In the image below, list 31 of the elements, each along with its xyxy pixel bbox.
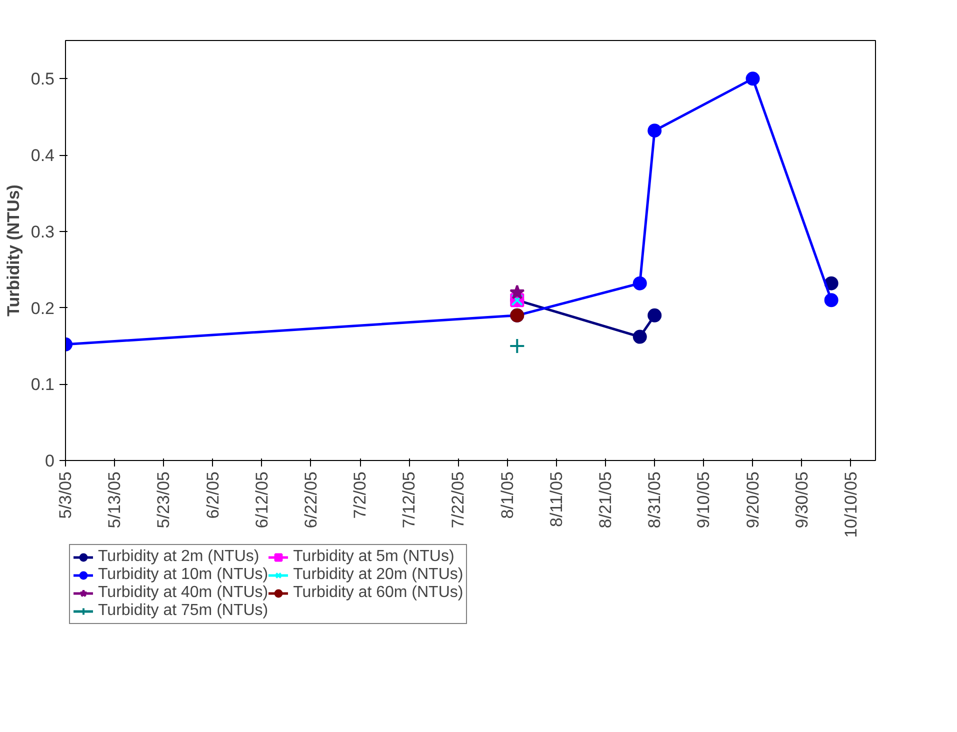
x-tick-label: 6/12/05 bbox=[252, 471, 272, 528]
y-tick-label: 0.4 bbox=[30, 146, 55, 166]
legend-label: Turbidity at 2m (NTUs) bbox=[98, 548, 260, 566]
legend-label: Turbidity at 10m (NTUs) bbox=[98, 566, 268, 584]
x-tick-label: 9/20/05 bbox=[743, 471, 762, 528]
x-tick-label: 7/22/05 bbox=[448, 471, 468, 528]
x-tick-label: 8/1/05 bbox=[498, 472, 517, 519]
x-tick-label: 9/30/05 bbox=[792, 471, 812, 528]
y-tick-label: 0.2 bbox=[30, 298, 55, 318]
y-axis-title: Turbidity (NTUs) bbox=[4, 184, 23, 316]
x-tick-label: 5/13/05 bbox=[105, 471, 124, 528]
x-tick-label: 5/3/05 bbox=[56, 472, 75, 519]
legend-label: Turbidity at 5m (NTUs) bbox=[293, 548, 454, 566]
legend-label: Turbidity at 40m (NTUs) bbox=[98, 584, 268, 602]
y-tick-label: 0.3 bbox=[30, 222, 55, 242]
y-tick-label: 0.1 bbox=[30, 375, 55, 394]
y-tick-label: 0.5 bbox=[30, 70, 55, 89]
x-tick-label: 5/23/05 bbox=[154, 471, 174, 528]
x-tick-label: 10/10/05 bbox=[841, 471, 860, 538]
y-tick-label: 0 bbox=[45, 452, 55, 470]
x-tick-label: 8/21/05 bbox=[596, 471, 615, 528]
x-tick-label: 7/12/05 bbox=[400, 471, 419, 528]
x-tick-label: 8/31/05 bbox=[645, 471, 664, 528]
legend-label: Turbidity at 20m (NTUs) bbox=[293, 566, 464, 584]
x-tick-label: 6/2/05 bbox=[203, 472, 222, 519]
x-tick-label: 8/11/05 bbox=[546, 471, 566, 527]
legend-label: Turbidity at 60m (NTUs) bbox=[293, 584, 464, 602]
x-tick-label: 7/2/05 bbox=[350, 472, 370, 519]
x-tick-label: 6/22/05 bbox=[301, 471, 320, 528]
x-tick-label: 9/10/05 bbox=[694, 471, 714, 528]
legend-label: Turbidity at 75m (NTUs) bbox=[98, 602, 268, 620]
